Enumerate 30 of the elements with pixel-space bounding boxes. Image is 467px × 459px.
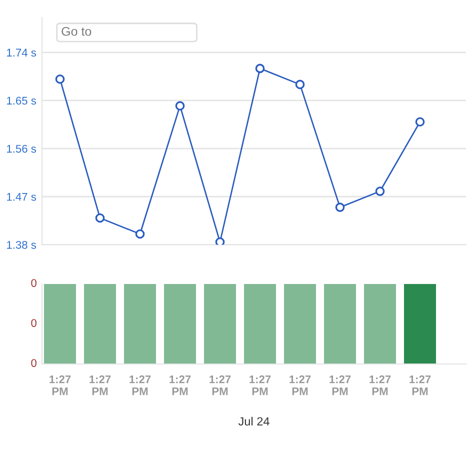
text: 0: [31, 319, 36, 327]
x-tick-label: 1:27 PM: [330, 375, 351, 396]
x-tick-label: 1:27 PM: [370, 375, 391, 396]
text: 0: [31, 359, 36, 367]
x-tick-label: 1:27 PM: [250, 375, 271, 396]
point: [335, 202, 345, 212]
y-tick-label: 1.65 s: [7, 96, 36, 105]
point: [175, 101, 185, 110]
point: [415, 117, 425, 127]
point: [295, 80, 305, 90]
point: [135, 229, 145, 239]
annotation: Go to: [62, 26, 92, 36]
point: [375, 186, 385, 196]
x-tick-label: 1:27 PM: [50, 375, 71, 396]
x-tick-label: 1:27 PM: [210, 375, 231, 396]
point: [95, 213, 105, 223]
x-tick-label: 1:27 PM: [130, 375, 151, 396]
point: [55, 74, 65, 84]
x-tick-label: 1:27 PM: [290, 375, 311, 396]
x-tick-label: 1:27 PM: [170, 375, 191, 396]
x-tick-label: 1:27 PM: [90, 375, 111, 396]
y-tick-label: 1.47 s: [7, 193, 36, 201]
y-tick-label: 1.56 s: [7, 144, 36, 153]
y-tick-label: 1.38 s: [7, 240, 36, 249]
x-axis-title: Jul 24: [238, 416, 270, 426]
x-tick-label: 1:27 PM: [410, 375, 431, 396]
point: [255, 64, 265, 74]
y-tick-label: 1.74 s: [7, 48, 36, 57]
text: 0: [31, 279, 36, 287]
point: [215, 237, 225, 245]
